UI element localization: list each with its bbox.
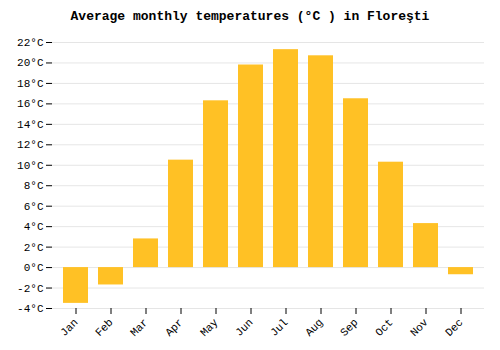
svg-text:16°C: 16°C: [17, 98, 44, 110]
svg-text:18°C: 18°C: [17, 78, 44, 90]
svg-text:Jul: Jul: [268, 316, 290, 338]
svg-text:12°C: 12°C: [17, 139, 44, 151]
svg-text:Nov: Nov: [408, 316, 431, 339]
svg-text:2°C: 2°C: [24, 242, 44, 254]
svg-text:-4°C: -4°C: [17, 303, 44, 315]
svg-text:6°C: 6°C: [24, 201, 44, 213]
svg-text:Sep: Sep: [338, 316, 360, 338]
svg-text:Apr: Apr: [163, 316, 185, 338]
svg-text:May: May: [198, 316, 221, 339]
svg-text:-2°C: -2°C: [17, 283, 44, 295]
svg-text:Oct: Oct: [373, 316, 395, 338]
svg-text:Dec: Dec: [443, 316, 465, 338]
svg-text:14°C: 14°C: [17, 119, 44, 131]
svg-text:4°C: 4°C: [24, 221, 44, 233]
svg-text:Feb: Feb: [93, 316, 115, 338]
svg-text:Mar: Mar: [128, 316, 150, 338]
svg-text:22°C: 22°C: [17, 37, 44, 49]
svg-text:10°C: 10°C: [17, 160, 44, 172]
svg-text:Aug: Aug: [303, 316, 325, 338]
svg-text:Jan: Jan: [58, 316, 80, 338]
svg-text:20°C: 20°C: [17, 57, 44, 69]
html-text:Average monthly temperatures (: Average monthly temperatures (°C ) in Fl…: [70, 9, 430, 24]
svg-text:0°C: 0°C: [24, 262, 44, 274]
svg-text:Jun: Jun: [233, 316, 255, 338]
svg-text:8°C: 8°C: [24, 180, 44, 192]
